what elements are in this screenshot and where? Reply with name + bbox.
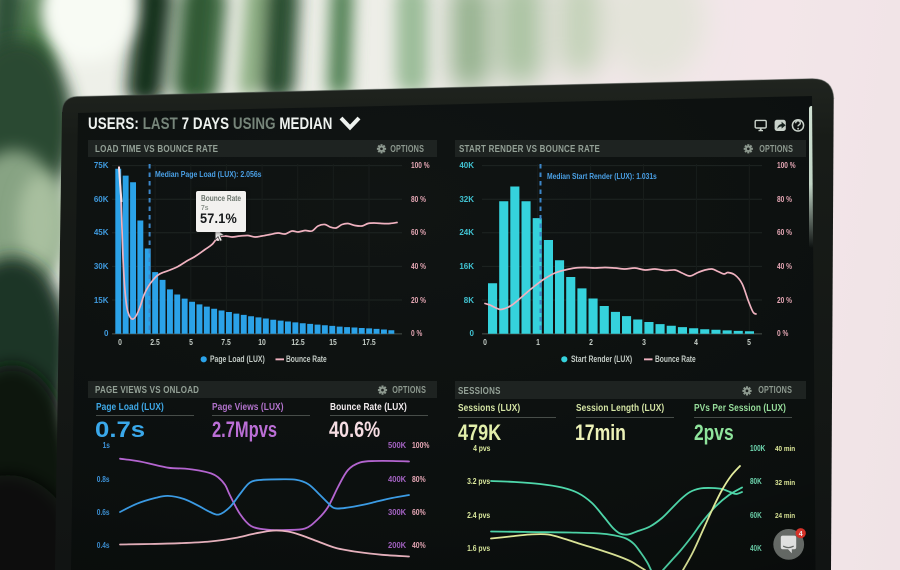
svg-text:4: 4	[799, 531, 803, 538]
